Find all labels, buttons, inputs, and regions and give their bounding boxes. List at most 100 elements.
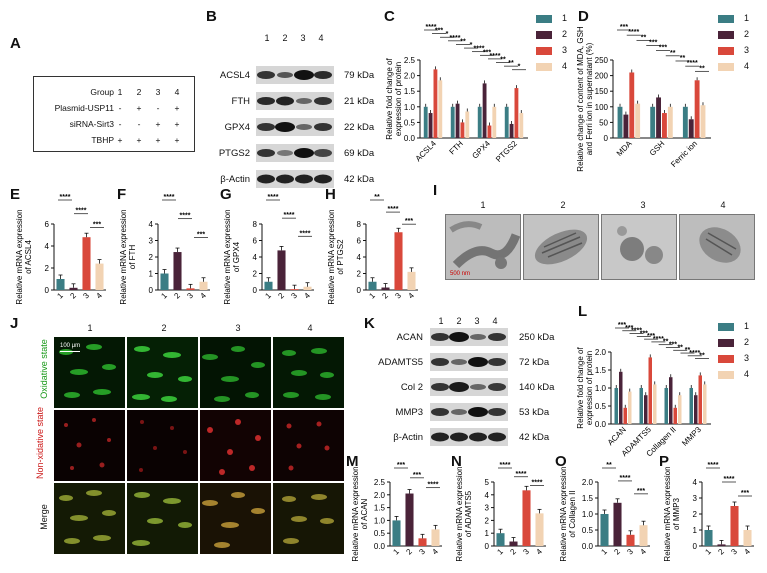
blot-band-row (256, 144, 334, 162)
significance-label: **** (428, 482, 439, 489)
significance-label: **** (450, 35, 461, 42)
fluor-image (273, 410, 344, 481)
legend-swatch (718, 371, 734, 379)
blot-row-label: FTH (231, 96, 250, 107)
significance-label: **** (426, 24, 437, 31)
legend-label: 4 (744, 61, 750, 71)
x-tick-label: 1 (55, 291, 65, 301)
lane-number: 2 (456, 316, 462, 326)
treatment-table: Group 1 2 3 4 Plasmid-USP11 - + - + siRN… (33, 76, 195, 152)
fluor-image (273, 483, 344, 554)
legend-swatch (718, 339, 734, 347)
legend-label: 2 (562, 29, 568, 39)
bar (535, 513, 544, 546)
blot-row-label: ACAN (396, 332, 423, 343)
y-tick-label: 2.0 (374, 491, 386, 500)
y-tick-label: 2.0 (595, 348, 607, 357)
y-axis-label-line: Relative mRNA expression (15, 209, 24, 304)
legend-swatch (718, 31, 734, 39)
legend-swatch (718, 355, 734, 363)
bar (650, 106, 656, 138)
significance-label: ** (460, 38, 466, 45)
blot-kda: 69 kDa (344, 148, 375, 159)
fluor-col-label: 4 (307, 323, 313, 333)
blot-kda: 22 kDa (344, 122, 375, 133)
em-image-2 (523, 214, 599, 280)
y-axis-label-line: Relative fold change of (576, 347, 585, 429)
significance-label: **** (268, 194, 279, 201)
x-tick-label: 3 (625, 547, 635, 557)
bar (678, 395, 682, 424)
table-cell: - (156, 103, 160, 113)
y-tick-label: 3 (485, 504, 490, 513)
bar (438, 80, 443, 138)
legend-l: 1 2 3 4 (718, 321, 758, 382)
x-tick-label: 3 (729, 547, 739, 557)
y-tick-label: 0 (485, 542, 490, 551)
x-tick-label: 3 (81, 291, 91, 301)
legend-swatch (718, 63, 734, 71)
legend-swatch (536, 63, 552, 71)
panel-letter-j: J (10, 315, 19, 332)
table-cell: + (174, 103, 180, 113)
bar (682, 106, 688, 138)
blot-band-row (430, 328, 508, 346)
significance-label: ** (641, 34, 647, 41)
bar (450, 106, 455, 138)
bar (423, 106, 428, 138)
significance-label: *** (620, 24, 628, 31)
significance-label: **** (300, 230, 311, 237)
x-tick-label: 2 (508, 547, 518, 557)
y-tick-label: 1.0 (404, 103, 416, 112)
bar (688, 119, 694, 138)
y-axis-label: Relative mRNA expressionof ACSL4 (15, 209, 33, 304)
chart-o: Relative mRNA expressionof Collagen II 0.… (559, 462, 650, 562)
significance-label: **** (76, 208, 87, 215)
legend-label: 2 (744, 29, 750, 39)
significance-label: **** (490, 53, 501, 60)
y-tick-label: 100 (595, 103, 609, 112)
y-axis-label: Relative mRNA expressionof ACAN (351, 466, 369, 561)
fluor-image (54, 483, 125, 554)
bar (504, 106, 509, 138)
y-axis-label: Relative mRNA expressionof PTGS2 (327, 209, 345, 304)
y-tick-label: 2 (253, 270, 258, 279)
bar (492, 106, 497, 138)
y-tick-label: 2 (149, 253, 154, 262)
blot-kda: 42 kDa (344, 174, 375, 185)
lane-number: 4 (318, 33, 324, 43)
table-header-3: 3 (155, 87, 161, 97)
bar (95, 263, 104, 290)
em-image-1: 500 nm (445, 214, 521, 280)
lane-number: 3 (300, 33, 306, 43)
x-tick-label: GPX4 (470, 139, 492, 161)
x-tick-label: ACAN (606, 425, 628, 447)
bar (689, 388, 693, 424)
panel-letter-i: I (433, 182, 438, 199)
significance-label: *** (647, 333, 655, 340)
significance-label: **** (516, 471, 527, 478)
y-axis-label-line: of MMP3 (672, 497, 681, 530)
blot-band-row (430, 428, 508, 446)
bar (264, 281, 273, 290)
significance-label: *** (659, 45, 667, 52)
legend-label: 3 (744, 45, 750, 55)
x-tick-label: 2 (172, 291, 182, 301)
lane-number: 4 (492, 316, 498, 326)
significance-label: *** (197, 231, 205, 238)
y-axis-label-line: of PTGS2 (336, 239, 345, 275)
bar (704, 530, 713, 546)
x-tick-label: 3 (521, 547, 531, 557)
y-tick-label: 2.5 (404, 56, 416, 65)
blot-row-label: β-Actin (220, 174, 250, 185)
bar (56, 279, 65, 290)
y-tick-label: 0 (357, 286, 362, 295)
fluor-scale-label: 100 μm (60, 343, 81, 349)
y-tick-label: 50 (599, 118, 608, 127)
y-tick-label: 0.0 (374, 542, 386, 551)
lane-number: 2 (282, 33, 288, 43)
bar (405, 493, 414, 546)
bar (669, 377, 673, 424)
bar (700, 105, 706, 138)
